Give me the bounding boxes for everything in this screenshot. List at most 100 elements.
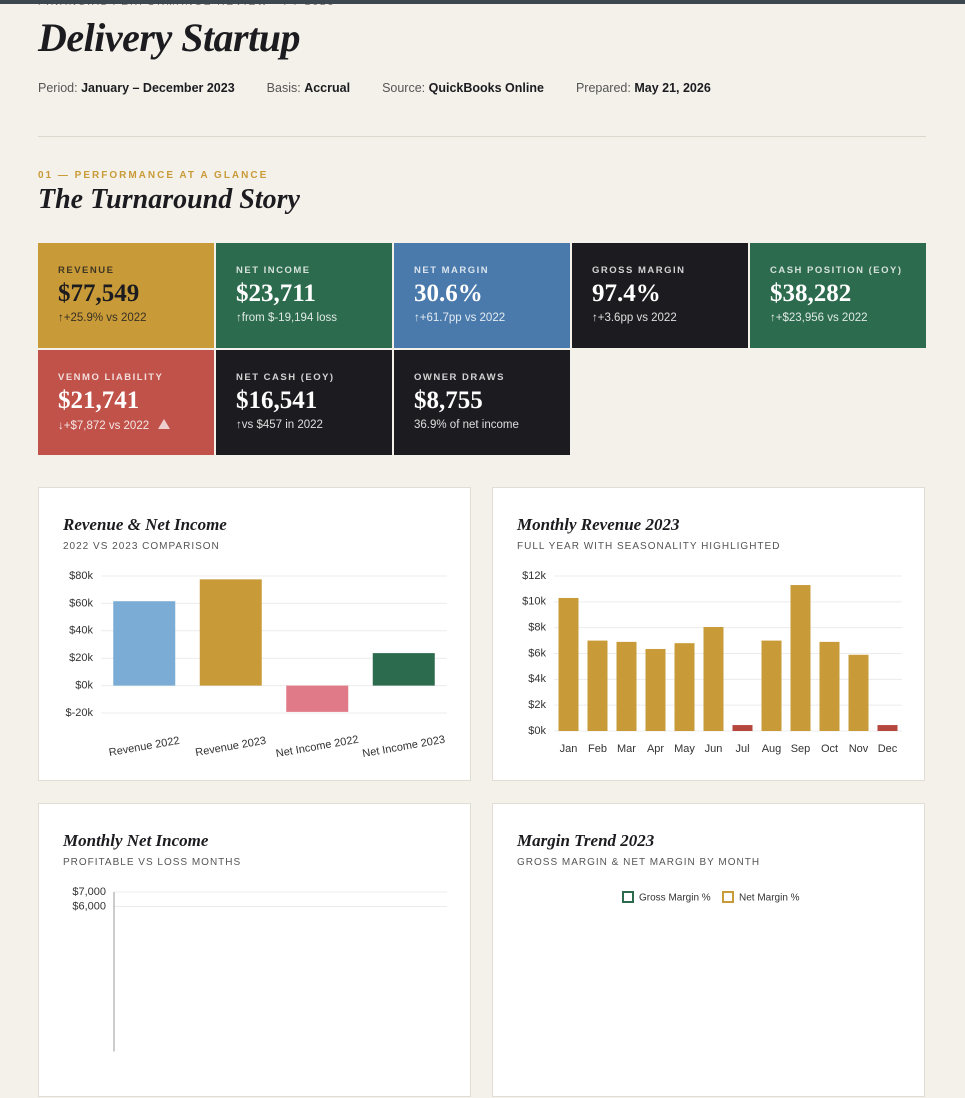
kpi-note-text: ↑+25.9% vs 2022 bbox=[58, 312, 147, 324]
chart-card: Margin Trend 2023 GROSS MARGIN & NET MARG… bbox=[492, 803, 925, 1097]
bar bbox=[790, 585, 811, 731]
x-tick-label: Revenue 2023 bbox=[194, 735, 267, 759]
x-tick-label: Oct bbox=[821, 743, 838, 755]
x-tick-label: May bbox=[674, 743, 695, 755]
kpi-tile: OWNER DRAWS $8,755 36.9% of net income bbox=[394, 350, 570, 455]
legend-swatch bbox=[622, 891, 634, 903]
kpi-label: NET INCOME bbox=[236, 265, 311, 276]
kpi-note: ↑+$23,956 vs 2022 bbox=[770, 312, 868, 324]
kpi-tile: NET MARGIN 30.6% ↑+61.7pp vs 2022 bbox=[394, 243, 570, 348]
bar bbox=[674, 643, 695, 731]
kpi-note: ↑+25.9% vs 2022 bbox=[58, 312, 147, 324]
x-tick-label: Revenue 2022 bbox=[108, 735, 181, 759]
meta-item: Source: QuickBooks Online bbox=[382, 81, 544, 95]
y-tick-label: $8k bbox=[528, 622, 546, 634]
chart-subtitle: FULL YEAR WITH SEASONALITY HIGHLIGHTED bbox=[517, 541, 780, 552]
chart-title: Margin Trend 2023 bbox=[516, 831, 655, 850]
kpi-tile: NET CASH (EOY) $16,541 ↑vs $457 in 2022 bbox=[216, 350, 392, 455]
kpi-value: $16,541 bbox=[236, 387, 318, 414]
kpi-note-text: ↑vs $457 in 2022 bbox=[236, 419, 323, 431]
x-tick-label: Nov bbox=[849, 743, 869, 755]
x-tick-label: Sep bbox=[791, 743, 811, 755]
y-tick-label: $-20k bbox=[65, 707, 93, 719]
report-eyebrow: FINANCIAL PERFORMANCE REVIEW · FY 2023 bbox=[38, 0, 336, 8]
meta-value: QuickBooks Online bbox=[428, 81, 544, 95]
legend-swatch bbox=[722, 891, 734, 903]
chart-title: Monthly Net Income bbox=[62, 831, 209, 850]
kpi-tile: NET INCOME $23,711 ↑from $-19,194 loss bbox=[216, 243, 392, 348]
chart-card: Revenue & Net Income 2022 VS 2023 COMPARI… bbox=[38, 487, 471, 781]
report-title: Delivery Startup bbox=[38, 15, 300, 60]
x-tick-label: Net Income 2022 bbox=[275, 734, 360, 760]
y-tick-label: $80k bbox=[69, 570, 93, 582]
y-tick-label: $6,000 bbox=[72, 900, 106, 912]
warning-shape bbox=[158, 419, 171, 429]
kpi-tile: VENMO LIABILITY $21,741 ↓+$7,872 vs 2022 bbox=[38, 350, 214, 455]
chart: Margin Trend 2023 GROSS MARGIN & NET MARG… bbox=[516, 831, 800, 904]
x-tick-label: Aug bbox=[762, 743, 782, 755]
kpi-value: $77,549 bbox=[58, 280, 140, 307]
bar bbox=[558, 597, 579, 731]
y-tick-label: $6k bbox=[528, 647, 546, 659]
chart: Monthly Net Income PROFITABLE VS LOSS MON… bbox=[62, 831, 447, 1052]
kpi-value: $38,282 bbox=[770, 280, 852, 307]
y-tick-label: $10k bbox=[522, 596, 546, 608]
meta-label: Basis: bbox=[266, 81, 301, 95]
legend-label: Gross Margin % bbox=[639, 893, 711, 904]
kpi-note: ↑vs $457 in 2022 bbox=[236, 419, 323, 431]
kpi-tile: CASH POSITION (EOY) $38,282 ↑+$23,956 vs 2… bbox=[750, 243, 926, 348]
y-tick-label: $0k bbox=[75, 680, 93, 692]
kpi-label: REVENUE bbox=[58, 265, 115, 276]
y-tick-label: $2k bbox=[528, 699, 546, 711]
bar bbox=[703, 627, 724, 731]
chart-card: Monthly Revenue 2023 FULL YEAR WITH SEASO… bbox=[492, 487, 925, 781]
meta-item: Period: January – December 2023 bbox=[38, 81, 235, 95]
meta-label: Period: bbox=[38, 81, 78, 95]
bar bbox=[113, 601, 176, 686]
bar bbox=[199, 579, 262, 686]
kpi-note-text: ↑+$23,956 vs 2022 bbox=[770, 312, 868, 324]
bar bbox=[286, 685, 349, 712]
kpi-note: ↑+61.7pp vs 2022 bbox=[414, 312, 505, 324]
x-tick-label: Feb bbox=[588, 743, 607, 755]
chart-title: Monthly Revenue 2023 bbox=[516, 515, 680, 534]
chart-title: Revenue & Net Income bbox=[62, 515, 227, 534]
kpi-value: 97.4% bbox=[592, 280, 661, 307]
divider bbox=[38, 136, 926, 137]
y-tick-label: $60k bbox=[69, 597, 93, 609]
x-tick-label: Apr bbox=[647, 743, 664, 755]
kpi-note-text: ↑+61.7pp vs 2022 bbox=[414, 312, 506, 324]
x-tick-label: Net Income 2023 bbox=[361, 734, 446, 760]
kpi-tile: REVENUE $77,549 ↑+25.9% vs 2022 bbox=[38, 243, 214, 348]
meta-label: Source: bbox=[382, 81, 426, 95]
kpi-note: ↑+3.6pp vs 2022 bbox=[592, 312, 677, 324]
legend-label: Net Margin % bbox=[739, 893, 800, 904]
x-tick-label: Jun bbox=[705, 743, 723, 755]
bar bbox=[761, 640, 782, 731]
kpi-note: ↑from $-19,194 loss bbox=[236, 312, 337, 324]
bar bbox=[732, 725, 753, 731]
meta-value: January – December 2023 bbox=[81, 81, 235, 95]
chart: Monthly Revenue 2023 FULL YEAR WITH SEASO… bbox=[516, 515, 902, 755]
x-tick-label: Jan bbox=[560, 743, 578, 755]
kpi-note-text: ↑from $-19,194 loss bbox=[236, 312, 337, 324]
y-tick-label: $0k bbox=[528, 725, 546, 737]
bar bbox=[848, 654, 869, 731]
meta-item: Basis: Accrual bbox=[267, 81, 350, 95]
kpi-note: 36.9% of net income bbox=[414, 419, 519, 431]
section-title: The Turnaround Story bbox=[38, 184, 300, 215]
kpi-tile: GROSS MARGIN 97.4% ↑+3.6pp vs 2022 bbox=[572, 243, 748, 348]
kpi-label: NET MARGIN bbox=[414, 265, 490, 276]
bar bbox=[616, 641, 637, 731]
chart-subtitle: GROSS MARGIN & NET MARGIN BY MONTH bbox=[517, 857, 760, 868]
y-tick-label: $4k bbox=[528, 673, 546, 685]
kpi-note: ↓+$7,872 vs 2022 bbox=[58, 419, 171, 432]
y-tick-label: $20k bbox=[69, 652, 93, 664]
kpi-value: 30.6% bbox=[414, 280, 483, 307]
y-tick-label: $7,000 bbox=[72, 886, 106, 898]
kpi-label: NET CASH (EOY) bbox=[236, 372, 335, 383]
bar bbox=[372, 653, 435, 686]
kpi-label: GROSS MARGIN bbox=[592, 265, 686, 276]
bar bbox=[587, 640, 608, 731]
